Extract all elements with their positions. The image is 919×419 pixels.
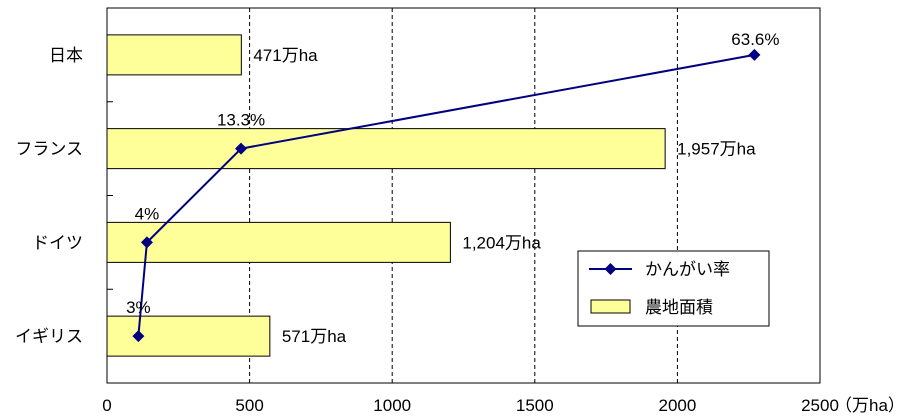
- bar-3: [106, 315, 271, 357]
- bar-0: [106, 34, 242, 76]
- bar-series: [106, 34, 666, 357]
- line-point-0: [748, 48, 761, 61]
- x-tick-label: 0: [102, 396, 111, 415]
- bar-label-group: 471万ha 1,957万ha 1,204万ha 571万ha: [253, 46, 756, 346]
- x-tick-label: 1000: [373, 396, 411, 415]
- x-tick-label: 500: [235, 396, 263, 415]
- bar-value-label: 1,204万ha: [462, 233, 541, 252]
- x-tick-label: 2000: [658, 396, 696, 415]
- bar-value-label: 571万ha: [282, 327, 347, 346]
- x-tick-label: 1500: [516, 396, 554, 415]
- bar-2: [106, 221, 451, 263]
- line-point-1: [235, 142, 248, 155]
- bar-value-label: 1,957万ha: [677, 140, 756, 159]
- line-point-3: [132, 330, 145, 343]
- line-value-label: 4%: [135, 204, 160, 223]
- category-label: フランス: [15, 140, 83, 159]
- legend: かんがい率 農地面積: [577, 250, 770, 327]
- bar-value-label: 471万ha: [253, 46, 318, 65]
- line-series: [132, 48, 761, 343]
- x-tick-label: 2500: [801, 396, 839, 415]
- line-path: [137, 53, 755, 337]
- category-label: 日本: [49, 46, 83, 65]
- x-tick-label-group: 0 500 1000 1500 2000 2500: [102, 396, 839, 415]
- category-tick-group: [107, 7, 113, 384]
- line-value-label: 13.3%: [217, 111, 265, 130]
- category-label: イギリス: [15, 327, 83, 346]
- x-unit-label: （万ha）: [835, 396, 905, 415]
- legend-line-marker: [604, 263, 617, 275]
- line-point-2: [140, 236, 153, 249]
- legend-line-label: かんがい率: [645, 260, 730, 279]
- bar-1: [106, 128, 666, 170]
- legend-bar-swatch: [590, 299, 631, 314]
- legend-bar-label: 農地面積: [645, 298, 713, 317]
- line-value-label: 63.6%: [731, 30, 779, 49]
- category-label: ドイツ: [32, 233, 83, 252]
- line-value-label: 3%: [126, 298, 151, 317]
- line-label-group: 63.6% 13.3% 4% 3%: [126, 30, 779, 317]
